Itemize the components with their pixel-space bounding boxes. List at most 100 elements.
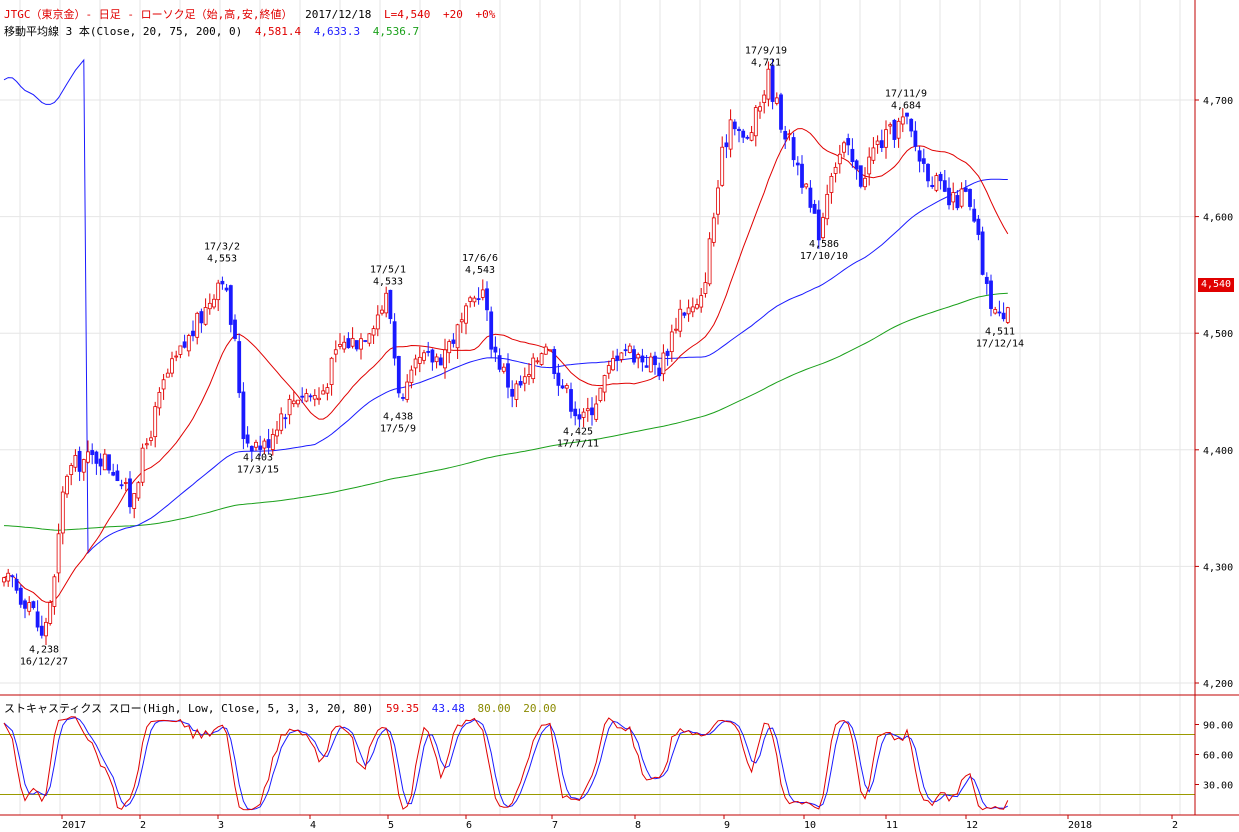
candle-body bbox=[703, 282, 708, 294]
candle-body bbox=[518, 381, 523, 386]
candle-body bbox=[23, 600, 27, 609]
candle-body bbox=[749, 132, 754, 141]
ma75-value: 4,633.3 bbox=[313, 25, 361, 38]
candle-body bbox=[388, 289, 393, 320]
candle-body bbox=[674, 328, 678, 331]
candle-body bbox=[816, 209, 821, 241]
candle-body bbox=[707, 238, 712, 285]
candle-body bbox=[581, 411, 586, 418]
candle-body bbox=[401, 397, 405, 399]
candle-body bbox=[18, 587, 23, 605]
candle-body bbox=[392, 321, 397, 359]
candle-body bbox=[552, 348, 557, 375]
candle-body bbox=[564, 385, 569, 389]
price-annotation: 17/9/19 bbox=[745, 46, 787, 57]
candle-body bbox=[317, 397, 321, 401]
candle-body bbox=[963, 187, 968, 192]
header-last: L=4,540 bbox=[383, 8, 431, 21]
candle-body bbox=[10, 575, 15, 578]
candle-body bbox=[115, 470, 120, 482]
candle-body bbox=[52, 576, 57, 607]
price-annotation: 4,511 bbox=[985, 326, 1015, 337]
candle-body bbox=[863, 177, 867, 188]
candle-body bbox=[6, 572, 11, 582]
candle-body bbox=[249, 445, 254, 452]
candle-body bbox=[308, 395, 313, 398]
candle-body bbox=[77, 450, 82, 472]
candle-body bbox=[938, 173, 943, 182]
candle-body bbox=[989, 280, 993, 309]
candle-body bbox=[745, 136, 750, 139]
stochastic-upper-level: 80.00 bbox=[477, 702, 511, 715]
candle-body bbox=[917, 150, 922, 162]
candle-body bbox=[926, 163, 930, 182]
candle-body bbox=[632, 349, 636, 363]
stochastic-axis: 30.00 60.00 90.00 bbox=[1195, 721, 1233, 792]
candle-body bbox=[606, 365, 611, 374]
candle-body bbox=[594, 403, 599, 420]
ma200-value: 4,536.7 bbox=[372, 25, 420, 38]
time-tick-label: 5 bbox=[388, 820, 394, 831]
time-tick-label: 8 bbox=[635, 820, 641, 831]
candle-body bbox=[380, 309, 384, 314]
candle-body bbox=[178, 345, 183, 355]
candle-body bbox=[514, 383, 519, 400]
candle-body bbox=[858, 165, 863, 187]
candle-body bbox=[867, 156, 872, 175]
price-tick-label: 4,700 bbox=[1203, 96, 1233, 107]
candle-body bbox=[657, 367, 662, 377]
price-annotation: 4,586 bbox=[809, 239, 839, 250]
candle-body bbox=[837, 153, 842, 165]
candle-body bbox=[791, 137, 796, 161]
candle-body bbox=[1005, 307, 1010, 323]
candle-body bbox=[997, 311, 1002, 314]
candle-body bbox=[669, 331, 674, 353]
candle-body bbox=[825, 193, 830, 220]
candle-body bbox=[800, 163, 804, 188]
candle-body bbox=[942, 180, 947, 192]
candle-body bbox=[506, 363, 510, 388]
ma20-value: 4,581.4 bbox=[254, 25, 302, 38]
price-tick-label: 4,600 bbox=[1203, 213, 1233, 224]
candle-body bbox=[695, 304, 699, 309]
candle-body bbox=[636, 354, 641, 359]
candle-body bbox=[312, 395, 317, 400]
candle-body bbox=[90, 450, 95, 456]
candle-body bbox=[762, 94, 767, 104]
candle-body bbox=[980, 231, 985, 275]
ma200-line bbox=[3, 292, 1008, 531]
grid bbox=[0, 0, 1195, 815]
candle-body bbox=[69, 465, 74, 475]
stochastic-legend-label: ストキャスティクス スロー(High, Low, Close, 5, 3, 3,… bbox=[4, 702, 374, 715]
candle-body bbox=[900, 116, 905, 125]
candle-body bbox=[44, 621, 48, 637]
candle-body bbox=[363, 340, 368, 342]
price-tick-label: 4,200 bbox=[1203, 679, 1233, 690]
price-tick-label: 4,400 bbox=[1203, 446, 1233, 457]
candle-body bbox=[157, 391, 162, 409]
candle-body bbox=[346, 338, 351, 349]
candle-body bbox=[279, 413, 284, 431]
candle-body bbox=[984, 276, 989, 284]
price-annotation: 4,438 bbox=[383, 411, 413, 422]
candle-body bbox=[497, 355, 502, 370]
candle-body bbox=[65, 475, 69, 495]
candle-body bbox=[191, 330, 195, 337]
candle-body bbox=[913, 130, 918, 147]
candle-body bbox=[35, 611, 40, 628]
candle-body bbox=[287, 398, 292, 416]
candle-body bbox=[228, 285, 233, 325]
header-change-pct: +0% bbox=[475, 8, 496, 21]
candle-body bbox=[199, 311, 204, 324]
candle-body bbox=[661, 352, 666, 375]
candle-body bbox=[795, 162, 800, 166]
price-annotation: 17/3/15 bbox=[237, 464, 279, 475]
candle-body bbox=[262, 440, 267, 449]
candle-body bbox=[896, 120, 901, 139]
candle-body bbox=[258, 445, 263, 450]
time-tick-label: 6 bbox=[466, 820, 472, 831]
candle-body bbox=[73, 455, 78, 468]
candle-body bbox=[829, 175, 834, 193]
